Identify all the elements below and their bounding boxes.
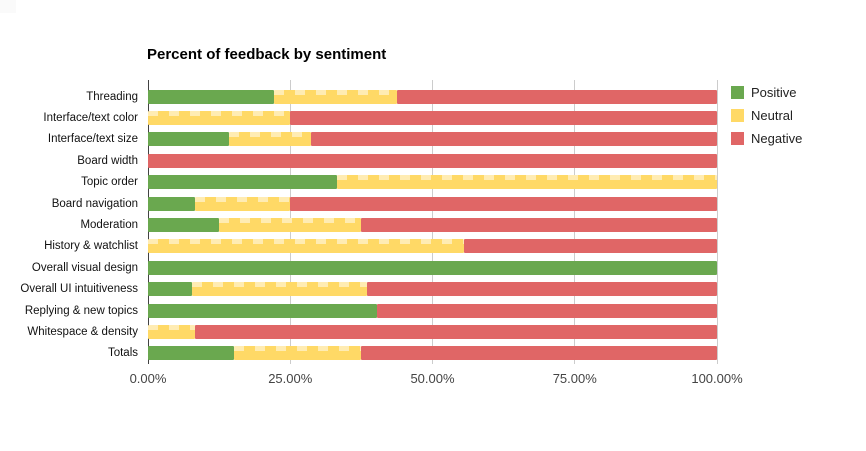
chart-title: Percent of feedback by sentiment bbox=[147, 46, 387, 63]
category-label: Board navigation bbox=[51, 197, 138, 210]
bar-track bbox=[148, 324, 717, 339]
bar-segment-negative bbox=[361, 218, 717, 233]
bar-row: Interface/text color bbox=[0, 107, 717, 128]
bar-track bbox=[148, 282, 717, 297]
bar-track bbox=[148, 196, 717, 211]
bar-segment-negative bbox=[360, 346, 717, 361]
legend-label: Neutral bbox=[751, 108, 793, 123]
bar-segment-positive bbox=[148, 303, 377, 318]
category-label: Moderation bbox=[80, 219, 138, 232]
bar-segment-neutral bbox=[148, 111, 291, 126]
bar-segment-negative bbox=[290, 196, 717, 211]
bar-row: Interface/text size bbox=[0, 129, 717, 150]
category-label: Overall UI intuitiveness bbox=[20, 283, 138, 296]
bar-track bbox=[148, 175, 717, 190]
category-label: Board width bbox=[77, 154, 138, 167]
bar-segment-positive bbox=[148, 196, 196, 211]
bar-segment-neutral bbox=[273, 89, 397, 104]
bar-segment-negative bbox=[195, 324, 717, 339]
bar-segment-negative bbox=[290, 111, 717, 126]
category-label: Threading bbox=[86, 90, 138, 103]
bar-row: Overall UI intuitiveness bbox=[0, 279, 717, 300]
category-label: Replying & new topics bbox=[24, 304, 138, 317]
gridline-100 bbox=[716, 80, 718, 364]
bar-row: History & watchlist bbox=[0, 236, 717, 257]
category-label: Totals bbox=[107, 347, 138, 360]
bar-track bbox=[148, 303, 717, 318]
x-axis: 0.00% 25.00% 50.00% 75.00% 100.00% bbox=[130, 371, 743, 387]
bar-segment-negative bbox=[396, 89, 717, 104]
legend: Positive Neutral Negative bbox=[731, 85, 803, 146]
bar-track bbox=[148, 153, 717, 168]
bar-row: Totals bbox=[0, 343, 717, 364]
bar-row: Replying & new topics bbox=[0, 300, 717, 321]
category-label: History & watchlist bbox=[44, 240, 138, 253]
x-axis-tick-label: 75.00% bbox=[552, 371, 597, 386]
bar-segment-neutral bbox=[148, 239, 465, 254]
bar-track bbox=[148, 239, 717, 254]
category-label: Whitespace & density bbox=[27, 325, 138, 338]
bar-segment-negative bbox=[310, 132, 717, 147]
legend-swatch-neutral-icon bbox=[731, 109, 744, 122]
x-axis-tick-label: 50.00% bbox=[410, 371, 455, 386]
category-label: Interface/text color bbox=[43, 112, 138, 125]
category-label: Topic order bbox=[81, 176, 138, 189]
bar-row: Overall visual design bbox=[0, 257, 717, 278]
bar-segment-negative bbox=[367, 282, 717, 297]
bar-track bbox=[148, 132, 717, 147]
x-axis-tick-label: 0.00% bbox=[129, 371, 167, 386]
bar-segment-neutral bbox=[233, 346, 361, 361]
corner-artifact bbox=[0, 0, 16, 13]
bar-segment-neutral bbox=[191, 282, 368, 297]
bar-segment-neutral bbox=[195, 196, 291, 211]
bar-rows: Threading Interface/text color Interface/t… bbox=[0, 86, 717, 364]
bar-segment-positive bbox=[148, 282, 192, 297]
category-label: Overall visual design bbox=[31, 261, 138, 274]
legend-swatch-positive-icon bbox=[731, 86, 744, 99]
bar-segment-positive bbox=[148, 218, 220, 233]
legend-label: Positive bbox=[751, 85, 797, 100]
legend-label: Negative bbox=[751, 131, 803, 146]
legend-item-neutral: Neutral bbox=[731, 108, 802, 123]
legend-item-positive: Positive bbox=[731, 85, 802, 100]
bar-segment-positive bbox=[148, 346, 234, 361]
bar-segment-positive bbox=[148, 132, 230, 147]
bar-track bbox=[148, 346, 717, 361]
bar-row: Board navigation bbox=[0, 193, 717, 214]
bar-segment-negative bbox=[148, 153, 717, 168]
bar-segment-positive bbox=[148, 175, 338, 190]
bar-segment-positive bbox=[148, 260, 717, 275]
bar-segment-neutral bbox=[337, 175, 717, 190]
bar-segment-negative bbox=[464, 239, 717, 254]
bar-row: Board width bbox=[0, 150, 717, 171]
x-axis-tick-label: 100.00% bbox=[691, 371, 743, 386]
bar-row: Threading bbox=[0, 86, 717, 107]
category-label: Interface/text size bbox=[47, 133, 138, 146]
legend-swatch-negative-icon bbox=[731, 132, 744, 145]
bar-segment-negative bbox=[376, 303, 717, 318]
bar-segment-positive bbox=[148, 89, 274, 104]
bar-segment-neutral bbox=[229, 132, 311, 147]
bar-track bbox=[148, 218, 717, 233]
bar-track bbox=[148, 111, 717, 126]
x-axis-tick-label: 25.00% bbox=[268, 371, 313, 386]
bar-row: Moderation bbox=[0, 214, 717, 235]
bar-row: Topic order bbox=[0, 172, 717, 193]
legend-item-negative: Negative bbox=[731, 131, 803, 146]
bar-segment-neutral bbox=[219, 218, 362, 233]
bar-segment-neutral bbox=[148, 324, 196, 339]
bar-row: Whitespace & density bbox=[0, 321, 717, 342]
bar-track bbox=[148, 89, 717, 104]
bar-track bbox=[148, 260, 717, 275]
